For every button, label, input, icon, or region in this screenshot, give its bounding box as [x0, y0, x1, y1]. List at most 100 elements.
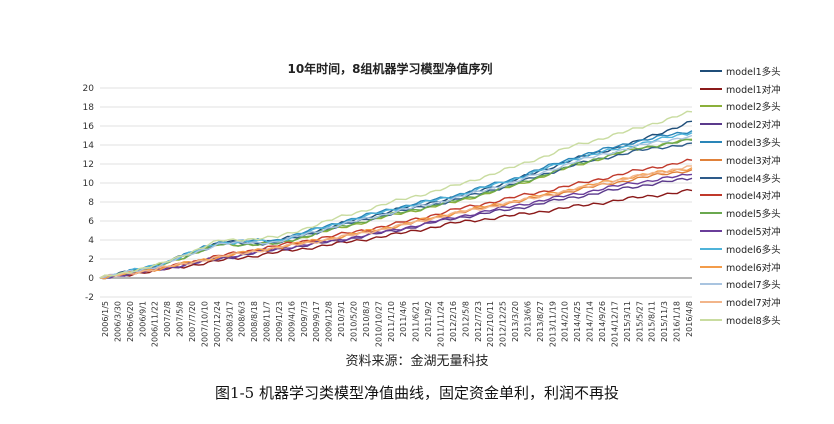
- series-line-12: [99, 134, 693, 279]
- y-tick-label: 4: [88, 236, 94, 246]
- x-tick-label: 2009/7/3: [300, 301, 309, 337]
- legend-swatch: [700, 176, 722, 179]
- legend-swatch: [700, 158, 722, 161]
- x-tick-label: 2008/3/17: [225, 301, 234, 342]
- legend-label: model5多头: [726, 209, 781, 221]
- y-tick-label: 12: [83, 160, 94, 170]
- legend-item: model2多头: [700, 98, 830, 116]
- x-tick-label: 2008/11/7: [263, 301, 272, 342]
- legend-swatch: [700, 123, 722, 126]
- x-tick-label: 2014/2/10: [561, 301, 570, 342]
- x-tick-label: 2012/7/23: [474, 301, 483, 342]
- legend-label: model4对冲: [726, 191, 781, 203]
- y-tick-label: 2: [88, 255, 94, 265]
- x-tick-label: 2015/11/3: [660, 301, 669, 342]
- x-tick-label: 2006/9/1: [138, 301, 147, 337]
- legend-item: model7对冲: [700, 293, 830, 311]
- legend-swatch: [700, 141, 722, 144]
- x-tick-label: 2009/1/23: [275, 301, 284, 342]
- x-tick-label: 2014/7/14: [586, 301, 595, 342]
- y-tick-label: 10: [83, 179, 95, 189]
- x-tick-label: 2015/5/27: [635, 301, 644, 342]
- x-tick-label: 2007/10/10: [200, 301, 209, 347]
- series-line-13: [99, 165, 693, 279]
- legend-label: model3多头: [726, 138, 781, 150]
- x-tick-label: 2010/3/1: [337, 301, 346, 337]
- x-tick-label: 2015/8/11: [648, 301, 657, 342]
- series-lines: [99, 110, 693, 280]
- legend-item: model4多头: [700, 169, 830, 187]
- legend-label: model1对冲: [726, 84, 781, 96]
- legend-item: model3对冲: [700, 151, 830, 169]
- y-tick-label: 0: [88, 274, 94, 284]
- legend-swatch: [700, 301, 722, 304]
- legend-item: model5多头: [700, 204, 830, 222]
- legend-swatch: [700, 283, 722, 286]
- series-line-1: [99, 188, 693, 279]
- x-tick-label: 2010/5/20: [350, 301, 359, 342]
- legend-label: model1多头: [726, 66, 781, 78]
- legend-swatch: [700, 230, 722, 233]
- legend-item: model6对冲: [700, 258, 830, 276]
- legend-label: model7多头: [726, 280, 781, 292]
- legend-swatch: [700, 87, 722, 90]
- x-tick-label: 2007/5/8: [176, 301, 185, 337]
- x-tick-label: 2014/4/25: [573, 301, 582, 342]
- x-tick-label: 2010/8/3: [362, 301, 371, 337]
- legend-swatch: [700, 194, 722, 197]
- legend-item: model4对冲: [700, 187, 830, 205]
- legend-item: model1对冲: [700, 80, 830, 98]
- gridlines: [100, 87, 692, 298]
- legend-item: model6多头: [700, 240, 830, 258]
- x-tick-label: 2008/8/18: [250, 301, 259, 342]
- x-tick-label: 2014/9/26: [598, 301, 607, 342]
- legend-label: model6多头: [726, 244, 781, 256]
- series-line-9: [99, 173, 693, 279]
- legend-swatch: [700, 319, 722, 322]
- legend-swatch: [700, 69, 722, 72]
- x-tick-label: 2015/3/11: [623, 301, 632, 342]
- x-tick-label: 2011/4/6: [399, 301, 408, 337]
- source-caption: 资料来源：金湖无量科技: [345, 354, 489, 369]
- y-tick-label: 18: [83, 103, 95, 113]
- x-tick-label: 2011/9/2: [424, 301, 433, 337]
- legend-item: model7多头: [700, 276, 830, 294]
- legend-label: model6对冲: [726, 262, 781, 274]
- x-tick-label: 2012/10/11: [486, 301, 495, 347]
- x-tick-label: 2007/12/24: [213, 301, 222, 347]
- y-tick-label: -2: [85, 293, 94, 303]
- x-tick-label: 2006/6/20: [126, 301, 135, 342]
- y-tick-label: 14: [83, 141, 95, 151]
- x-tick-label: 2006/1/5: [101, 301, 110, 337]
- series-line-14: [99, 110, 693, 279]
- y-tick-label: 8: [88, 198, 94, 208]
- x-tick-label: 2011/11/24: [436, 301, 445, 347]
- legend-item: model5对冲: [700, 222, 830, 240]
- legend-label: model3对冲: [726, 155, 781, 167]
- x-tick-label: 2013/6/6: [523, 301, 532, 337]
- x-tick-label: 2009/12/8: [325, 301, 334, 342]
- legend-swatch: [700, 105, 722, 108]
- legend-label: model2对冲: [726, 120, 781, 132]
- x-tick-label: 2009/9/17: [312, 301, 321, 342]
- legend-item: model8多头: [700, 311, 830, 329]
- x-tick-label: 2008/6/3: [238, 301, 247, 337]
- x-tick-label: 2013/3/20: [511, 301, 520, 342]
- figure-caption: 图1-5 机器学习类模型净值曲线，固定资金单利，利润不再投: [215, 384, 619, 402]
- legend-swatch: [700, 265, 722, 268]
- x-tick-label: 2016/1/18: [673, 301, 682, 342]
- x-tick-label: 2011/6/21: [412, 301, 421, 342]
- x-tick-label: 2007/7/20: [188, 301, 197, 342]
- x-tick-label: 2009/4/16: [287, 301, 296, 342]
- x-tick-label: 2012/12/25: [499, 301, 508, 347]
- y-tick-label: 16: [83, 122, 95, 132]
- x-tick-label: 2010/10/27: [374, 301, 383, 347]
- x-tick-label: 2013/8/27: [536, 301, 545, 342]
- legend-label: model5对冲: [726, 227, 781, 239]
- legend-item: model3多头: [700, 133, 830, 151]
- legend-label: model2多头: [726, 102, 781, 114]
- legend-swatch: [700, 212, 722, 215]
- chart-title: 10年时间，8组机器学习模型净值序列: [287, 61, 492, 76]
- y-tick-label: 20: [83, 84, 95, 94]
